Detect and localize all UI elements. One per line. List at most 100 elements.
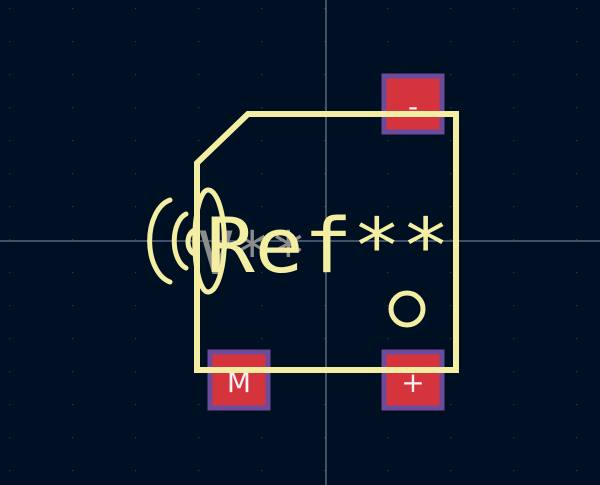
grid-dot: [135, 74, 137, 76]
grid-dot: [261, 206, 263, 208]
grid-dot: [450, 74, 452, 76]
grid-dot: [450, 173, 452, 175]
grid-dot: [198, 8, 200, 10]
grid-dot: [72, 74, 74, 76]
grid-dot: [576, 371, 578, 373]
pad-plus[interactable]: +: [381, 349, 445, 411]
grid-dot: [135, 239, 137, 241]
grid-dot: [198, 437, 200, 439]
grid-dot: [450, 140, 452, 142]
grid-dot: [72, 206, 74, 208]
grid-dot: [261, 437, 263, 439]
grid-dot: [387, 272, 389, 274]
grid-dot: [513, 140, 515, 142]
grid-dot: [324, 272, 326, 274]
grid-dot: [9, 8, 11, 10]
grid-dot: [261, 470, 263, 472]
grid-dot: [576, 239, 578, 241]
grid-dot: [324, 206, 326, 208]
grid-dot: [198, 74, 200, 76]
grid-dot: [261, 140, 263, 142]
grid-dot: [198, 107, 200, 109]
grid-dot: [576, 470, 578, 472]
grid-dot: [513, 305, 515, 307]
pad-m[interactable]: M: [207, 349, 271, 411]
grid-dot: [324, 41, 326, 43]
grid-dot: [72, 371, 74, 373]
grid-dot: [135, 338, 137, 340]
grid-dot: [324, 239, 326, 241]
grid-dot: [72, 239, 74, 241]
grid-dot: [513, 41, 515, 43]
grid-dot: [198, 404, 200, 406]
grid-dot: [576, 305, 578, 307]
grid-dot: [135, 305, 137, 307]
grid-dot: [513, 338, 515, 340]
grid-dot: [450, 437, 452, 439]
grid-dot: [135, 107, 137, 109]
grid-dot: [324, 8, 326, 10]
grid-dot: [9, 437, 11, 439]
grid-dot: [324, 173, 326, 175]
grid-dot: [135, 437, 137, 439]
grid-dot: [576, 404, 578, 406]
reference-text[interactable]: Ref**: [206, 201, 450, 290]
grid-dot: [9, 239, 11, 241]
grid-dot: [135, 140, 137, 142]
grid-dot: [576, 338, 578, 340]
grid-dot: [261, 107, 263, 109]
polarity-circle-marker[interactable]: [388, 290, 426, 328]
grid-dot: [576, 140, 578, 142]
grid-dot: [9, 338, 11, 340]
grid-dot: [387, 305, 389, 307]
pad-minus[interactable]: -: [381, 73, 445, 135]
grid-dot: [387, 437, 389, 439]
grid-dot: [324, 470, 326, 472]
grid-dot: [198, 41, 200, 43]
grid-dot: [324, 437, 326, 439]
grid-dot: [324, 338, 326, 340]
silkscreen-outline[interactable]: [194, 111, 459, 373]
grid-dot: [450, 404, 452, 406]
grid-dot: [72, 305, 74, 307]
grid-dot: [72, 173, 74, 175]
grid-dot: [324, 140, 326, 142]
grid-dot: [576, 74, 578, 76]
grid-dot: [387, 239, 389, 241]
grid-dot: [513, 437, 515, 439]
value-text[interactable]: V**: [198, 219, 306, 289]
grid-dot: [387, 338, 389, 340]
grid-dot: [513, 74, 515, 76]
pad-label-plus: +: [401, 366, 424, 399]
grid-dot: [9, 272, 11, 274]
grid-dot: [576, 107, 578, 109]
grid-dot: [513, 239, 515, 241]
grid-dot: [450, 338, 452, 340]
grid-dot: [387, 206, 389, 208]
grid-dot: [450, 8, 452, 10]
grid-dot: [198, 470, 200, 472]
grid-dot: [9, 173, 11, 175]
grid-dot: [9, 206, 11, 208]
grid-dot: [450, 470, 452, 472]
grid-dot: [72, 470, 74, 472]
grid-dot: [450, 107, 452, 109]
grid-dot: [387, 140, 389, 142]
grid-dot: [324, 404, 326, 406]
grid-dot: [576, 437, 578, 439]
grid-dot: [387, 470, 389, 472]
grid-dot: [9, 470, 11, 472]
grid-dot: [261, 173, 263, 175]
grid-dot: [72, 404, 74, 406]
grid-dot: [261, 305, 263, 307]
grid-dot: [9, 371, 11, 373]
grid-dot: [135, 173, 137, 175]
grid-dot: [450, 239, 452, 241]
grid-dot: [513, 107, 515, 109]
grid-dot: [261, 74, 263, 76]
grid-dot: [576, 206, 578, 208]
grid-dot: [9, 41, 11, 43]
grid-dot: [72, 140, 74, 142]
